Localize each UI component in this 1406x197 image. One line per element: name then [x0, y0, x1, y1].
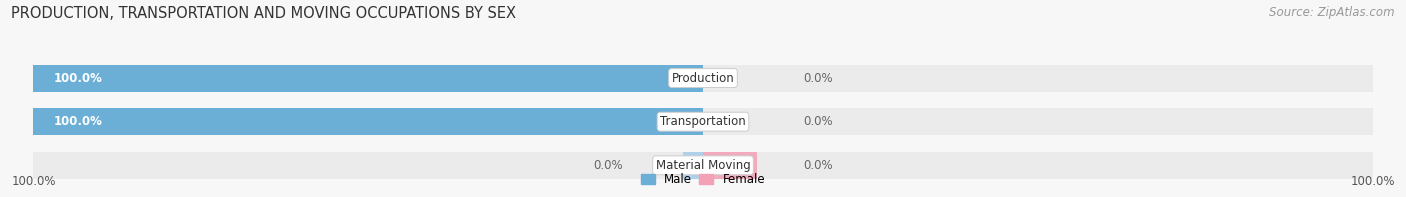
Text: 0.0%: 0.0%: [803, 72, 832, 85]
Bar: [34, 108, 1372, 135]
Bar: [34, 64, 703, 92]
Text: 0.0%: 0.0%: [803, 115, 832, 128]
Text: 100.0%: 100.0%: [53, 115, 103, 128]
Text: PRODUCTION, TRANSPORTATION AND MOVING OCCUPATIONS BY SEX: PRODUCTION, TRANSPORTATION AND MOVING OC…: [11, 6, 516, 21]
Text: 100.0%: 100.0%: [1350, 175, 1395, 188]
Bar: [34, 108, 703, 135]
Text: 0.0%: 0.0%: [593, 159, 623, 172]
Text: 0.0%: 0.0%: [803, 159, 832, 172]
Text: Transportation: Transportation: [661, 115, 745, 128]
Text: Production: Production: [672, 72, 734, 85]
Text: 100.0%: 100.0%: [53, 72, 103, 85]
Bar: [703, 152, 756, 179]
Legend: Male, Female: Male, Female: [636, 169, 770, 191]
Text: Material Moving: Material Moving: [655, 159, 751, 172]
Bar: [683, 152, 703, 179]
Bar: [34, 64, 1372, 92]
Bar: [34, 152, 1372, 179]
Text: Source: ZipAtlas.com: Source: ZipAtlas.com: [1270, 6, 1395, 19]
Text: 100.0%: 100.0%: [11, 175, 56, 188]
